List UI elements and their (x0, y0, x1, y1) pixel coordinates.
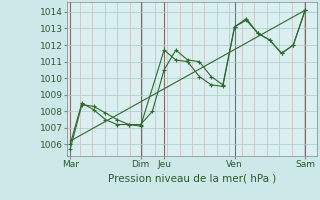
X-axis label: Pression niveau de la mer( hPa ): Pression niveau de la mer( hPa ) (108, 173, 276, 183)
